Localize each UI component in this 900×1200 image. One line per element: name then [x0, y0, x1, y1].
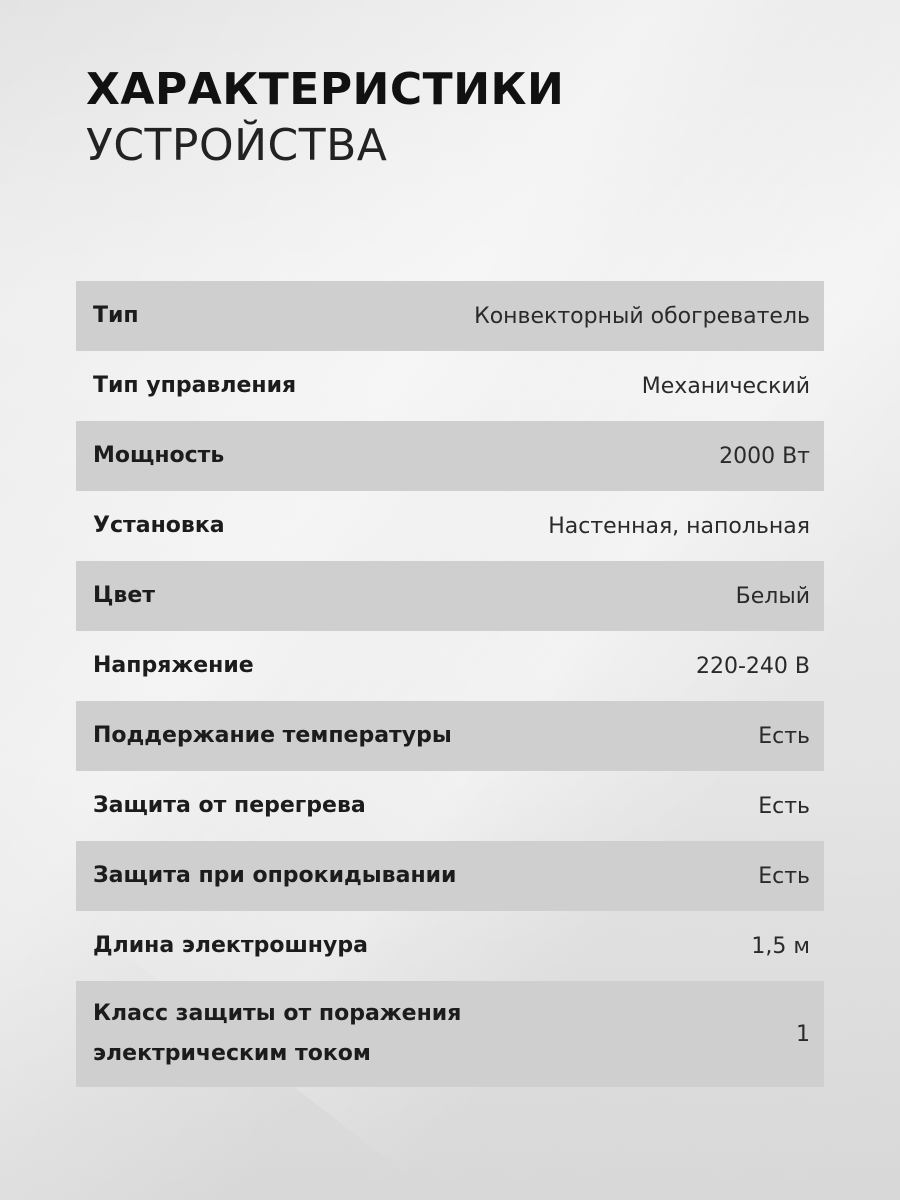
spec-label: Защита от перегрева [93, 793, 366, 818]
spec-table: Тип Конвекторный обогреватель Тип управл… [76, 281, 824, 1087]
page-title-line2: УСТРОЙСТВА [86, 120, 388, 171]
spec-row-type: Тип Конвекторный обогреватель [76, 281, 824, 351]
spec-row-mounting: Установка Настенная, напольная [76, 491, 824, 561]
spec-row-tip-over-protection: Защита при опрокидывании Есть [76, 841, 824, 911]
spec-label: Тип [93, 303, 139, 328]
spec-row-power: Мощность 2000 Вт [76, 421, 824, 491]
spec-label: Установка [93, 513, 225, 538]
spec-value: Настенная, напольная [548, 513, 810, 539]
spec-row-shock-protection-class: Класс защиты от поражения электрическим … [76, 981, 824, 1087]
spec-label: Цвет [93, 583, 156, 608]
spec-label: Мощность [93, 443, 225, 468]
spec-value: Конвекторный обогреватель [474, 303, 810, 329]
spec-label: Защита при опрокидывании [93, 863, 457, 888]
spec-label: Длина электрошнура [93, 933, 368, 958]
spec-row-cord-length: Длина электрошнура 1,5 м [76, 911, 824, 981]
spec-row-temperature-hold: Поддержание температуры Есть [76, 701, 824, 771]
page-title: ХАРАКТЕРИСТИКИ УСТРОЙСТВА [86, 68, 564, 168]
spec-label: Поддержание температуры [93, 723, 452, 748]
spec-value: Механический [641, 373, 810, 399]
spec-value: Есть [758, 793, 810, 819]
spec-value: Белый [735, 583, 810, 609]
spec-row-color: Цвет Белый [76, 561, 824, 631]
spec-value: Есть [758, 863, 810, 889]
spec-value: 1 [796, 1021, 810, 1047]
spec-row-control-type: Тип управления Механический [76, 351, 824, 421]
spec-label: Класс защиты от поражения электрическим … [93, 1001, 462, 1066]
spec-value: 2000 Вт [719, 443, 810, 469]
page-title-line1: ХАРАКТЕРИСТИКИ [86, 64, 565, 115]
spec-label: Напряжение [93, 653, 254, 678]
spec-row-voltage: Напряжение 220-240 В [76, 631, 824, 701]
spec-value: Есть [758, 723, 810, 749]
spec-row-overheat-protection: Защита от перегрева Есть [76, 771, 824, 841]
spec-label: Тип управления [93, 373, 297, 398]
spec-value: 1,5 м [751, 933, 810, 959]
spec-value: 220-240 В [695, 653, 810, 679]
